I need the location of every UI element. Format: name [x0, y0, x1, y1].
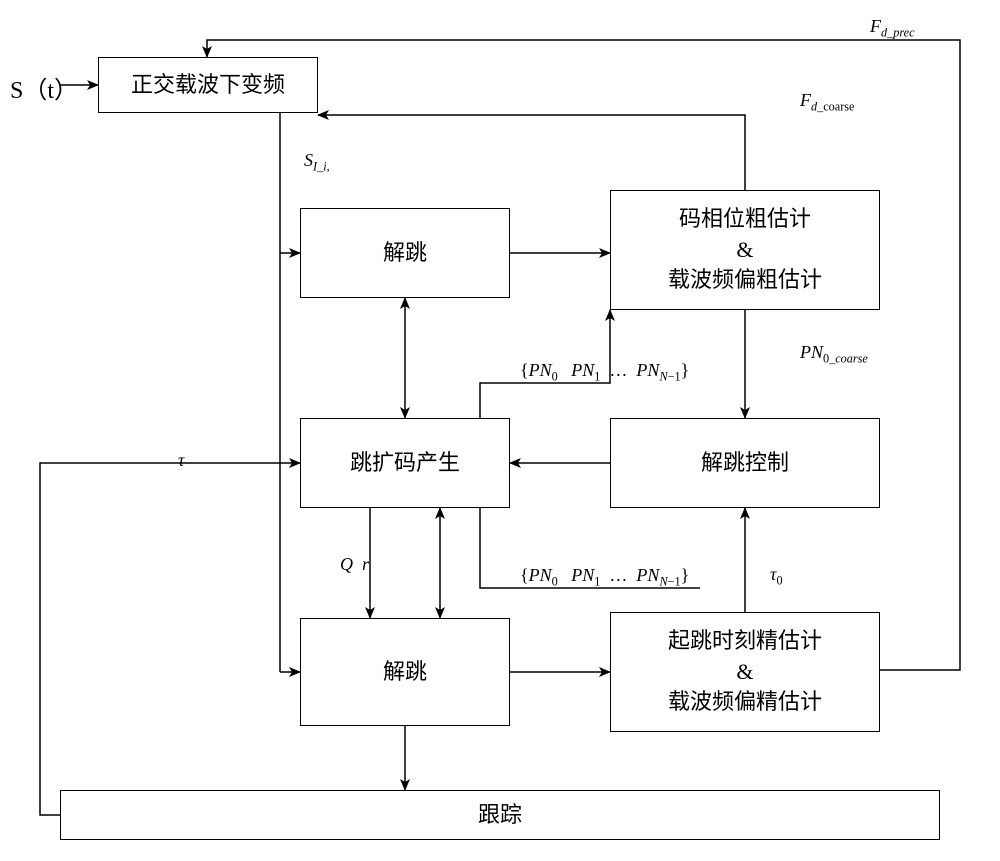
qr-label: Q r [340, 554, 369, 575]
fine-est-box: 起跳时刻精估计&载波频偏精估计 [610, 612, 880, 732]
fine-est-text: 起跳时刻精估计&载波频偏精估计 [668, 626, 822, 718]
tau-label: τ [178, 450, 184, 471]
downconv-text: 正交载波下变频 [131, 70, 285, 101]
dehop2-text: 解跳 [383, 657, 427, 688]
dehop1-text: 解跳 [383, 238, 427, 269]
s-ii-label: SI_i, [304, 150, 330, 175]
coarse-est-box: 码相位粗估计&载波频偏粗估计 [610, 190, 880, 310]
tracking-box: 跟踪 [60, 790, 940, 840]
input-signal-label: S（t） [10, 70, 78, 105]
coarse-est-text: 码相位粗估计&载波频偏粗估计 [668, 204, 822, 296]
codegen-box: 跳扩码产生 [300, 418, 510, 508]
tau0-label: τ0 [770, 564, 783, 589]
pn-set2-label: {PN0 PN1 … PNN−1} [520, 565, 689, 590]
pn0-coarse-label: PN0_coarse [800, 342, 868, 367]
dehop-ctrl-box: 解跳控制 [610, 418, 880, 508]
downconv-box: 正交载波下变频 [98, 57, 318, 113]
dehop2-box: 解跳 [300, 618, 510, 726]
fd-prec-label: Fd_prec [870, 16, 915, 41]
dehop1-box: 解跳 [300, 208, 510, 298]
codegen-text: 跳扩码产生 [350, 448, 460, 479]
dehop-ctrl-text: 解跳控制 [701, 448, 789, 479]
tracking-text: 跟踪 [478, 800, 522, 831]
fd-coarse-label: Fd_coarse [800, 90, 855, 115]
pn-set1-label: {PN0 PN1 … PNN−1} [520, 360, 689, 385]
